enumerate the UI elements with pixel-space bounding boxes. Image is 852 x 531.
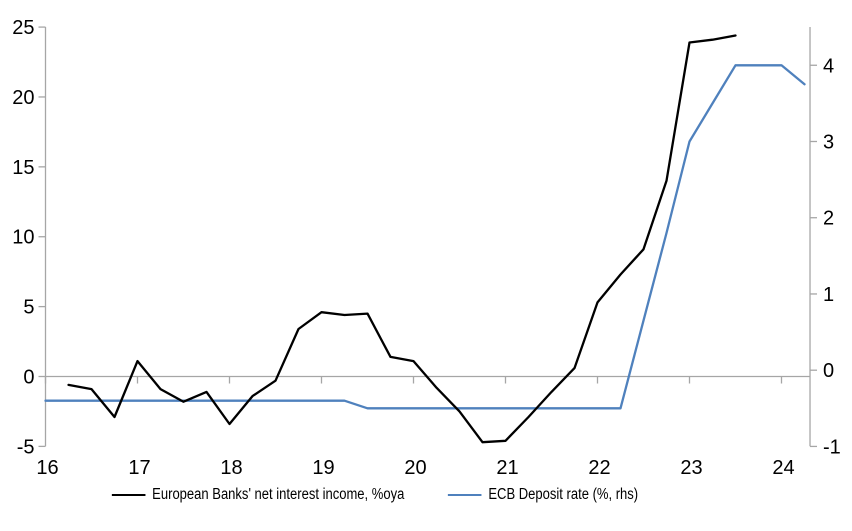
black-line-swatch-icon (111, 494, 146, 496)
left-axis-tick-label: 10 (12, 227, 34, 249)
legend-item-net-interest-income: European Banks' net interest income, %oy… (111, 486, 405, 504)
right-axis-tick-label: -1 (823, 436, 841, 458)
left-axis-tick-label: 15 (12, 157, 34, 179)
left-axis-tick-label: 20 (12, 87, 34, 109)
legend-label-net-interest-income: European Banks' net interest income, %oy… (152, 486, 405, 503)
right-axis-tick-label: 2 (823, 208, 834, 230)
right-axis-tick-label: 0 (823, 360, 834, 382)
chart-legend: European Banks' net interest income, %oy… (111, 486, 638, 504)
x-axis-tick-label: 21 (496, 457, 518, 479)
left-axis-tick-label: -5 (17, 436, 35, 458)
right-axis-tick-label: 3 (823, 131, 834, 153)
x-axis-tick-label: 17 (128, 457, 150, 479)
blue-line-swatch-icon (448, 494, 482, 496)
left-axis-tick-label: 0 (23, 367, 34, 389)
legend-item-ecb-deposit-rate: ECB Deposit rate (%, rhs) (448, 486, 638, 504)
x-axis-tick-label: 16 (36, 457, 58, 479)
right-axis-tick-label: 1 (823, 284, 834, 306)
left-axis-tick-label: 5 (23, 297, 34, 319)
legend-label-ecb-deposit-rate: ECB Deposit rate (%, rhs) (488, 486, 639, 503)
x-axis-tick-label: 24 (772, 457, 794, 479)
left-axis-tick-label: 25 (12, 17, 34, 39)
x-axis-tick-label: 19 (312, 457, 334, 479)
series-line-net-interest-income (67, 34, 737, 444)
series-line-ecb-deposit-rate (44, 64, 806, 410)
x-axis-tick-label: 18 (220, 457, 242, 479)
right-axis-tick-label: 4 (823, 55, 834, 77)
x-axis-tick-label: 23 (680, 457, 702, 479)
x-axis-tick-label: 22 (588, 457, 610, 479)
x-axis-tick-label: 20 (404, 457, 426, 479)
